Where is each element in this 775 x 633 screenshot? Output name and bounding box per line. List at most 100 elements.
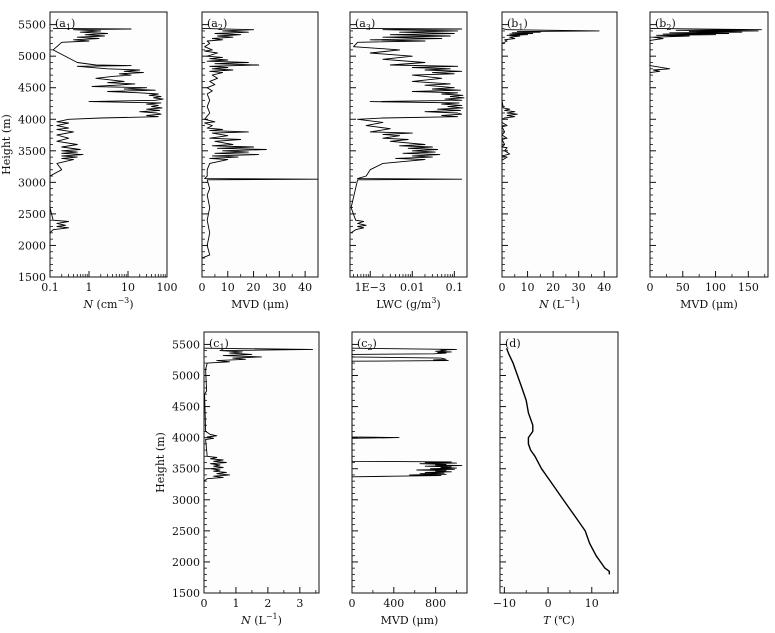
panel-b1: 0 10 20 30 40N (L−1)(b1)	[499, 11, 618, 311]
x-label-symbol: T	[543, 614, 552, 627]
y-tick-label: 5500	[18, 19, 46, 32]
x-tick-label: 10	[521, 281, 535, 294]
x-label-end: )	[278, 614, 282, 627]
x-axis-label: N (L−1)	[240, 612, 282, 627]
panel-subscript: 2	[367, 343, 372, 352]
x-axis-label: MVD (μm)	[680, 298, 738, 311]
plot-frame	[501, 11, 618, 278]
x-tick-label: 30	[272, 281, 286, 294]
x-tick-label: 1E−3	[355, 281, 386, 294]
x-axis-label: MVD (μm)	[381, 614, 439, 627]
y-tick-label: 2500	[18, 208, 46, 221]
x-label-superscript: −1	[266, 612, 278, 621]
panel-d: −10 0 10 T (℃) (d)	[493, 331, 619, 627]
x-tick-label: 0.01	[400, 281, 425, 294]
plot-frame	[49, 11, 168, 278]
x-tick-label: 0	[499, 281, 506, 294]
y-axis-label: Height (m)	[154, 432, 167, 493]
series-line	[649, 27, 762, 74]
panel-c1: 1500 2000 2500 3000 3500 4000 4500 5000 5500 0 1 2 3…	[154, 331, 320, 627]
series-line	[501, 27, 600, 161]
plot-frame	[649, 11, 769, 278]
x-tick-label: 800	[425, 597, 446, 610]
x-label-text: (L	[251, 614, 267, 627]
y-tick-label: 4500	[172, 401, 200, 414]
panel-a2: 0 10 20 30 40 MVD (μm) (a2)	[199, 11, 319, 311]
plot-frame	[499, 331, 619, 594]
panel-letter: (a	[207, 17, 218, 30]
x-tick-label: 0	[545, 597, 552, 610]
series-line	[49, 27, 164, 234]
series-line	[203, 347, 314, 482]
panel-label: (a3)	[355, 17, 375, 32]
panel-a1: 1500 2000 2500 3000 3500 4000 4500 5000 5500 0.1 1…	[0, 11, 178, 311]
x-label-symbol: N	[240, 614, 251, 627]
x-tick-label: 100	[157, 281, 178, 294]
x-axis-label: N (cm−3)	[82, 296, 133, 311]
y-tick-label: 5000	[172, 370, 200, 383]
panel-label: (d)	[505, 337, 521, 350]
x-label-superscript: −3	[117, 296, 129, 305]
panel-label: (b1)	[507, 17, 528, 32]
panel-c2: 0 400 800 MVD (μm) (c2)	[349, 331, 468, 627]
x-axis-label: T (℃)	[543, 614, 575, 627]
y-tick-label: 3500	[172, 463, 200, 476]
panel-subscript: 2	[666, 23, 671, 32]
panel-close: )	[373, 337, 377, 350]
series-line	[350, 27, 465, 234]
panel-label: (a1)	[55, 17, 75, 32]
plot-frame	[349, 11, 468, 278]
y-tick-label: 5500	[172, 338, 200, 351]
x-label-end: )	[576, 298, 580, 311]
y-tick-label: 2000	[18, 239, 46, 252]
plot-frame	[351, 331, 468, 594]
x-axis-label: LWC (g/m3)	[376, 296, 440, 311]
x-axis-label: N (L−1)	[538, 296, 580, 311]
panel-subscript: 1	[219, 343, 224, 352]
x-tick-label: 400	[383, 597, 404, 610]
panel-close: )	[71, 17, 75, 30]
y-tick-label: 4000	[18, 113, 46, 126]
x-label-superscript: −1	[564, 296, 576, 305]
panel-letter: (a	[355, 17, 366, 30]
panel-subscript: 1	[66, 23, 71, 32]
y-tick-label: 3000	[172, 494, 200, 507]
x-tick-label: 0.1	[41, 281, 59, 294]
x-tick-label: 20	[247, 281, 261, 294]
y-tick-label: 3000	[18, 176, 46, 189]
panel-subscript: 2	[218, 23, 223, 32]
y-tick-label: 1500	[18, 271, 46, 284]
panel-label: (a2)	[207, 17, 227, 32]
x-tick-label: 3	[296, 597, 303, 610]
panel-label: (c1)	[209, 337, 229, 352]
x-tick-label: 1	[232, 597, 239, 610]
x-tick-label: 0.1	[446, 281, 464, 294]
x-tick-label: 2	[264, 597, 271, 610]
series-line	[201, 27, 319, 259]
x-label-text: (cm	[93, 298, 118, 311]
x-tick-label: 10	[121, 281, 135, 294]
panel-letter: (d)	[505, 337, 521, 350]
y-tick-label: 2000	[172, 556, 200, 569]
x-tick-label: 40	[298, 281, 312, 294]
x-tick-label: 0	[647, 281, 654, 294]
panel-close: )	[223, 17, 227, 30]
y-tick-label: 4500	[18, 82, 46, 95]
x-label-text: (L	[549, 298, 565, 311]
x-tick-label: 0	[201, 597, 208, 610]
panel-letter: (c	[357, 337, 367, 350]
x-tick-label: 0	[349, 597, 356, 610]
x-label-text: MVD (μm)	[381, 614, 439, 627]
panel-subscript: 3	[366, 23, 371, 32]
panel-close: )	[523, 17, 527, 30]
panel-subscript: 1	[518, 23, 523, 32]
x-tick-label: 10	[585, 597, 599, 610]
x-label-end: )	[436, 298, 440, 311]
panel-letter: (b	[655, 17, 666, 30]
x-tick-label: 40	[597, 281, 611, 294]
x-label-text: (℃)	[550, 614, 574, 627]
panel-close: )	[371, 17, 375, 30]
y-tick-label: 4000	[172, 432, 200, 445]
